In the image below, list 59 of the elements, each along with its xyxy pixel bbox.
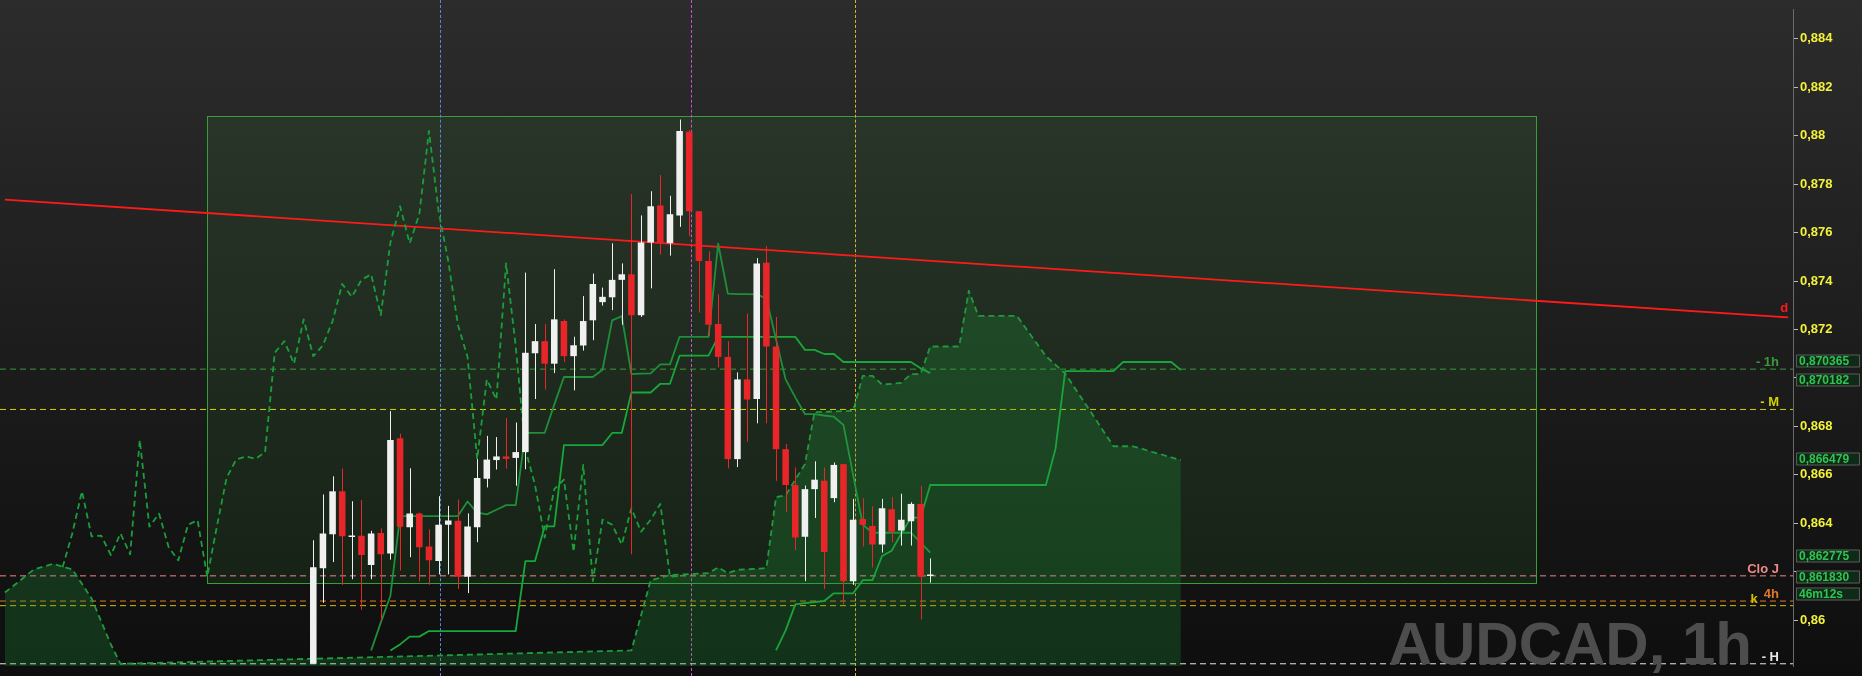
candlestick <box>502 417 510 470</box>
candlestick <box>464 512 471 594</box>
candlestick <box>512 422 520 487</box>
ref-line-label: 4h <box>1763 586 1780 602</box>
ref-line-label: - 1h <box>1755 354 1780 370</box>
ref-line-label: k <box>1750 590 1759 606</box>
text: 0,861830 <box>1799 570 1850 585</box>
y-tick-label: 0,88 <box>1800 127 1826 143</box>
candlestick <box>763 245 770 424</box>
y-tick-label: 0,866 <box>1800 466 1833 482</box>
ref-line-label: - H <box>1761 648 1779 664</box>
candlestick <box>435 495 442 575</box>
candlestick <box>685 129 693 237</box>
text: 46m12s <box>1799 587 1844 602</box>
y-tick-label: 0,864 <box>1800 514 1834 530</box>
y-tick-label: 0,872 <box>1800 321 1833 337</box>
y-tick-label: 0,878 <box>1800 175 1833 191</box>
candlestick <box>657 174 664 256</box>
candlestick <box>377 527 385 623</box>
y-tick-label: 0,884 <box>1800 30 1834 46</box>
candlestick <box>541 323 548 391</box>
y-tick-label: 0,874 <box>1800 272 1834 288</box>
text: 0,866479 <box>1799 452 1850 467</box>
candlestick <box>551 268 558 374</box>
candlestick <box>493 436 500 471</box>
y-tick-label: 0,868 <box>1800 417 1833 433</box>
candlestick <box>444 505 452 575</box>
candlestick <box>416 512 423 582</box>
candlestick <box>840 463 847 605</box>
candlestick <box>647 190 654 289</box>
series-label: d <box>1780 300 1789 316</box>
candlestick <box>628 193 635 555</box>
candlestick <box>888 496 895 543</box>
y-tick-label: 0,86 <box>1800 611 1826 627</box>
candlestick <box>329 475 336 563</box>
text: AUDCAD, 1h <box>1388 610 1752 676</box>
candlestick <box>782 443 789 513</box>
candlestick <box>358 499 365 611</box>
candlestick <box>859 497 867 548</box>
text: 0,862775 <box>1799 549 1850 564</box>
ref-line-label: Clo J <box>1747 560 1779 576</box>
candlestick <box>753 257 760 424</box>
candlestick <box>917 485 924 620</box>
y-tick-label: 0,876 <box>1800 224 1833 240</box>
candlestick <box>869 505 876 568</box>
candlestick <box>705 250 712 337</box>
candlestick <box>676 119 683 228</box>
candlestick <box>734 371 741 468</box>
candlestick <box>310 539 317 665</box>
ref-line-label: - M <box>1760 394 1779 410</box>
text: 0,870182 <box>1799 373 1850 388</box>
candlestick <box>387 410 394 561</box>
candlestick <box>898 493 905 547</box>
candlestick <box>618 262 626 326</box>
candlestick <box>570 336 577 391</box>
candlestick <box>792 467 799 551</box>
candlestick <box>522 272 529 470</box>
y-tick-label: 0,882 <box>1800 78 1833 94</box>
text: 0,870365 <box>1799 354 1850 369</box>
